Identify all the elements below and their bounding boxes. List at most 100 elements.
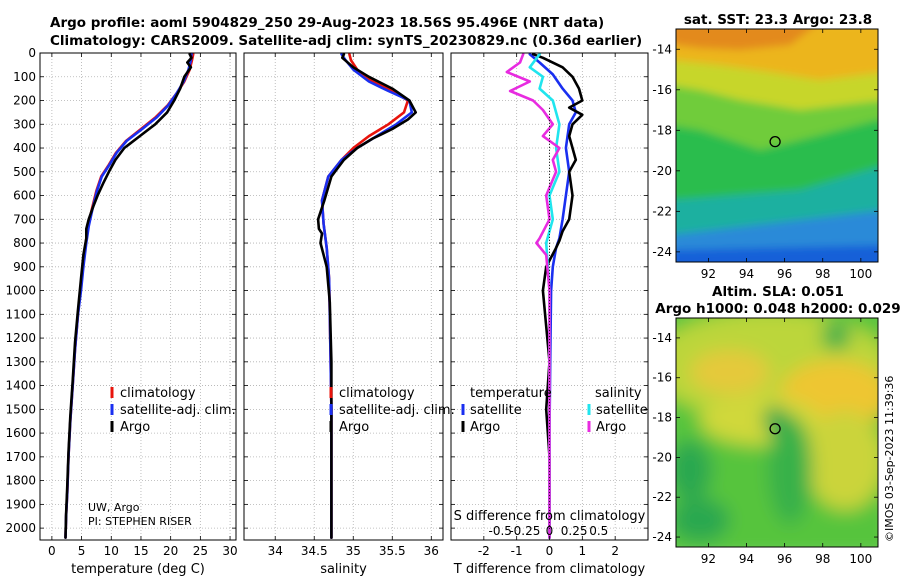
x-tick-label: 34	[268, 544, 283, 558]
y-tick-label: 300	[13, 117, 36, 131]
legend-argo: Argo	[120, 420, 150, 435]
y-tick-label: 400	[13, 141, 36, 155]
legend-satellite-adj: satellite-adj. clim.	[120, 403, 236, 418]
legend-temp-satellite: satellite	[470, 403, 522, 418]
series-line-argo	[64, 52, 193, 539]
y-tick-label: 1900	[5, 497, 36, 511]
legend-climatology: climatology	[339, 386, 415, 401]
y-tick-label: 1100	[5, 307, 36, 321]
map-x-tick-label: 94	[739, 552, 754, 566]
y-tick-label: 500	[13, 165, 36, 179]
header-line1: Argo profile: aoml 5904829_250 29-Aug-20…	[50, 15, 604, 31]
map-x-tick-label: 100	[849, 267, 872, 281]
map-y-tick-label: -22	[652, 490, 672, 504]
x2-tick-label: 0.5	[589, 524, 608, 538]
map-y-tick-label: -18	[652, 123, 672, 137]
salinity-legend: climatology satellite-adj. clim. Argo	[329, 386, 455, 435]
legend-temp-argo: Argo	[470, 420, 500, 435]
legend-climatology: climatology	[120, 386, 196, 401]
map-y-tick-label: -16	[652, 371, 672, 385]
x-tick-label: 34.5	[301, 544, 328, 558]
x-tick-label: 36	[424, 544, 439, 558]
series-line-argo	[316, 52, 418, 539]
map-y-tick-label: -18	[652, 411, 672, 425]
y-tick-label: 0	[28, 46, 36, 60]
map-x-tick-label: 94	[739, 267, 754, 281]
map-x-tick-label: 98	[815, 552, 830, 566]
x-tick-label: 30	[222, 544, 237, 558]
attribution-line1: UW, Argo	[88, 501, 140, 514]
legend-sal-argo: Argo	[596, 420, 626, 435]
y-tick-label: 700	[13, 212, 36, 226]
series-line-temperature-argo	[531, 52, 584, 539]
y-tick-label: 100	[13, 70, 36, 84]
map-x-tick-label: 92	[701, 552, 716, 566]
y-tick-label: 2000	[5, 521, 36, 535]
map-x-tick-label: 100	[849, 552, 872, 566]
series-line-salinity-argo	[505, 52, 561, 539]
x2-tick-label: -0.25	[509, 524, 540, 538]
x-tick-label: 0	[546, 544, 554, 558]
map-x-tick-label: 98	[815, 267, 830, 281]
series-line-temperature-satellite	[528, 52, 578, 539]
sst-map-title: sat. SST: 23.3 Argo: 23.8	[684, 12, 872, 28]
map-x-tick-label: 92	[701, 267, 716, 281]
map-y-tick-label: -16	[652, 83, 672, 97]
y-tick-label: 1400	[5, 379, 36, 393]
difference-legend: temperature salinity satellite Argo sate…	[461, 386, 648, 435]
y-tick-label: 1600	[5, 426, 36, 440]
x-tick-label: 15	[133, 544, 148, 558]
map-y-tick-label: -20	[652, 450, 672, 464]
x-tick-label: 1	[579, 544, 587, 558]
attribution-line2: PI: STEPHEN RISER	[88, 515, 192, 528]
temperature-legend: climatology satellite-adj. clim. Argo	[110, 386, 236, 435]
y-tick-label: 1500	[5, 402, 36, 416]
x-tick-label: 25	[193, 544, 208, 558]
y-tick-label: 1300	[5, 355, 36, 369]
map-y-tick-label: -14	[652, 42, 672, 56]
sla-map-subtitle: Argo h1000: 0.048 h2000: 0.029	[655, 301, 900, 317]
x-tick-label: 35	[346, 544, 361, 558]
map-y-tick-label: -14	[652, 331, 672, 345]
x-tick-label: -1	[511, 544, 523, 558]
x2-tick-label: -0.5	[489, 524, 512, 538]
x-axis-label: temperature (deg C)	[71, 562, 205, 577]
sst-map-image	[676, 29, 878, 262]
map-y-tick-label: -22	[652, 204, 672, 218]
x-tick-label: -2	[478, 544, 490, 558]
map-x-tick-label: 96	[777, 267, 792, 281]
x-tick-label: 10	[104, 544, 119, 558]
sst-float-marker	[769, 136, 781, 148]
y-tick-label: 600	[13, 189, 36, 203]
x2-tick-label: 0.25	[561, 524, 588, 538]
x-tick-label: 5	[78, 544, 86, 558]
sla-map-title: Altim. SLA: 0.051	[712, 284, 844, 300]
y-tick-label: 800	[13, 236, 36, 250]
header-line2: Climatology: CARS2009. Satellite-adj cli…	[50, 33, 642, 49]
legend-heading-salinity: salinity	[595, 386, 642, 401]
timestamp: ©IMOS 03-Sep-2023 11:39:36	[883, 376, 896, 542]
x-tick-label: 20	[163, 544, 178, 558]
legend-satellite-adj: satellite-adj. clim.	[339, 403, 455, 418]
legend-argo: Argo	[339, 420, 369, 435]
temperature-panel: 0100200300400500600700800900100011001200…	[5, 46, 237, 577]
salinity-panel: 34 34.5 35 35.5 36 salinity	[243, 52, 444, 577]
sla-map-image	[676, 318, 878, 547]
legend-sal-satellite: satellite	[596, 403, 648, 418]
y-tick-label: 1200	[5, 331, 36, 345]
map-x-tick-label: 96	[777, 552, 792, 566]
difference-panel: -2 -1 0 1 2 T difference from climatology -0.5…	[450, 52, 649, 577]
x2-tick-label: 0	[546, 524, 554, 538]
x-axis-label: T difference from climatology	[453, 562, 646, 577]
legend-heading-temperature: temperature	[470, 386, 552, 401]
y-tick-label: 1700	[5, 450, 36, 464]
x-tick-label: 2	[611, 544, 619, 558]
map-y-tick-label: -24	[652, 245, 672, 259]
map-y-tick-label: -20	[652, 164, 672, 178]
x-tick-label: 0	[48, 544, 56, 558]
y-tick-label: 200	[13, 94, 36, 108]
y-tick-label: 1800	[5, 474, 36, 488]
sla-float-marker	[769, 423, 781, 435]
y-tick-label: 1000	[5, 284, 36, 298]
